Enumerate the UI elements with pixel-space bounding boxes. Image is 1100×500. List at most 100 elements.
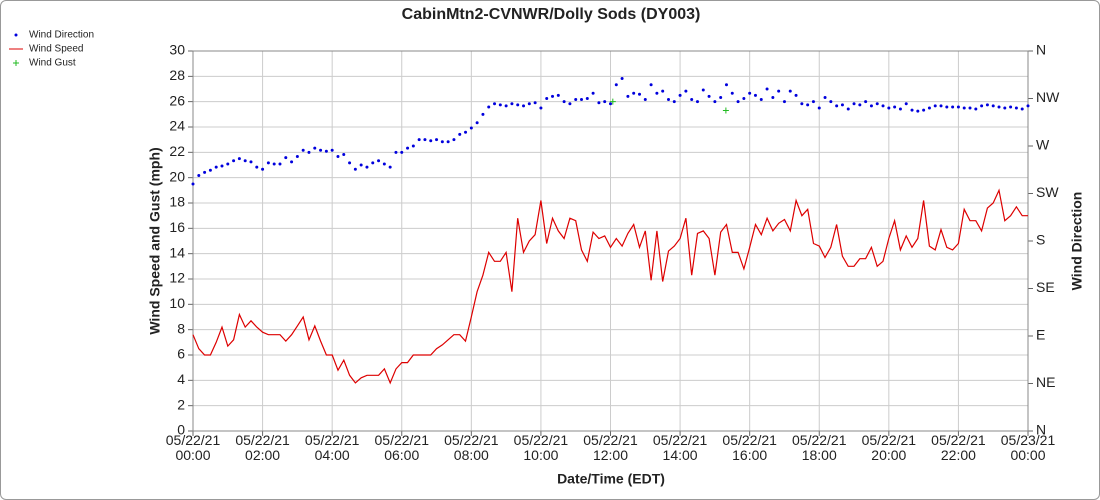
direction-point [620,76,624,80]
direction-point [736,100,740,104]
direction-point [609,102,612,106]
direction-point [974,107,978,111]
direction-point [701,88,705,92]
direction-point [968,106,972,110]
direction-point [556,93,560,97]
y-tick-label: 6 [177,346,185,362]
direction-point [678,93,682,97]
direction-point [939,104,943,108]
x-tick-label: 05/22/21 18:00 [792,432,847,463]
direction-point [1009,105,1013,109]
direction-point [800,102,804,106]
direction-point [295,155,299,159]
direction-point [666,98,670,102]
direction-point [991,104,995,108]
direction-point [307,150,311,154]
direction-point [603,100,607,104]
y2-tick-label: E [1036,327,1045,343]
direction-point [811,100,815,104]
direction-point [498,103,502,107]
direction-point [852,102,856,106]
direction-point [637,92,641,96]
direction-point [522,104,526,108]
y-tick-label: 2 [177,396,185,412]
direction-point [887,106,891,110]
y2-tick-label: N [1036,42,1046,58]
direction-point [458,132,462,136]
direction-point [898,107,902,111]
direction-point [985,103,989,107]
direction-point [423,138,427,142]
direction-point [846,107,850,111]
direction-point [585,97,589,100]
y-tick-label: 20 [169,168,185,184]
direction-point [191,182,195,186]
direction-point [249,160,253,164]
direction-point [464,130,468,134]
direction-point [881,104,885,108]
direction-point [748,91,752,95]
direction-point [446,140,450,144]
direction-point [690,98,694,102]
direction-point [232,159,236,163]
direction-point [672,100,676,104]
direction-point [203,170,207,174]
y-tick-label: 10 [169,295,185,311]
direction-point [551,94,555,98]
legend-label: Wind Direction [29,30,94,41]
direction-point [1020,107,1024,111]
direction-point [759,98,763,102]
legend-swatch [13,60,19,66]
direction-point [481,112,485,116]
direction-point [568,102,572,106]
direction-point [353,167,357,171]
y2-tick-label: NW [1036,89,1060,105]
direction-point [1026,104,1030,108]
direction-point [858,103,862,107]
x-tick-label: 05/22/21 04:00 [304,432,360,463]
direction-point [208,168,212,172]
direction-point [864,100,868,104]
direction-point [272,162,276,166]
direction-point [724,83,728,87]
direction-point [643,98,647,102]
direction-point [591,91,595,95]
direction-point [313,146,317,150]
x-tick-label: 05/22/21 00:00 [165,432,221,463]
x-tick-label: 05/22/21 08:00 [444,432,499,463]
direction-point [510,102,514,106]
direction-point [487,105,491,109]
y-tick-label: 0 [177,422,185,438]
direction-point [429,139,433,143]
direction-point [377,159,381,163]
direction-point [359,163,363,167]
direction-point [1014,106,1018,110]
direction-point [336,155,340,159]
direction-point [655,91,659,95]
direction-point [956,105,960,109]
direction-point [348,161,352,165]
chart-title: CabinMtn2-CVNWR/Dolly Sods (DY003) [402,6,701,23]
direction-point [435,138,439,142]
direction-point [527,102,531,106]
x-tick-label: 05/22/21 02:00 [235,432,290,463]
direction-point [597,101,601,105]
direction-point [922,108,926,112]
direction-point [301,148,305,152]
direction-point [400,150,404,154]
plot-frame [192,50,1029,432]
direction-point [823,95,827,99]
direction-point [829,100,833,104]
direction-point [869,104,873,108]
direction-point [330,148,334,152]
direction-point [574,98,578,102]
direction-point [840,103,844,107]
y-tick-label: 28 [169,67,185,83]
direction-point [730,91,734,95]
direction-point [632,91,636,95]
y-tick-label: 4 [177,371,185,387]
direction-point [469,126,473,130]
direction-point [266,161,270,165]
x-tick-label: 05/22/21 10:00 [513,432,569,463]
